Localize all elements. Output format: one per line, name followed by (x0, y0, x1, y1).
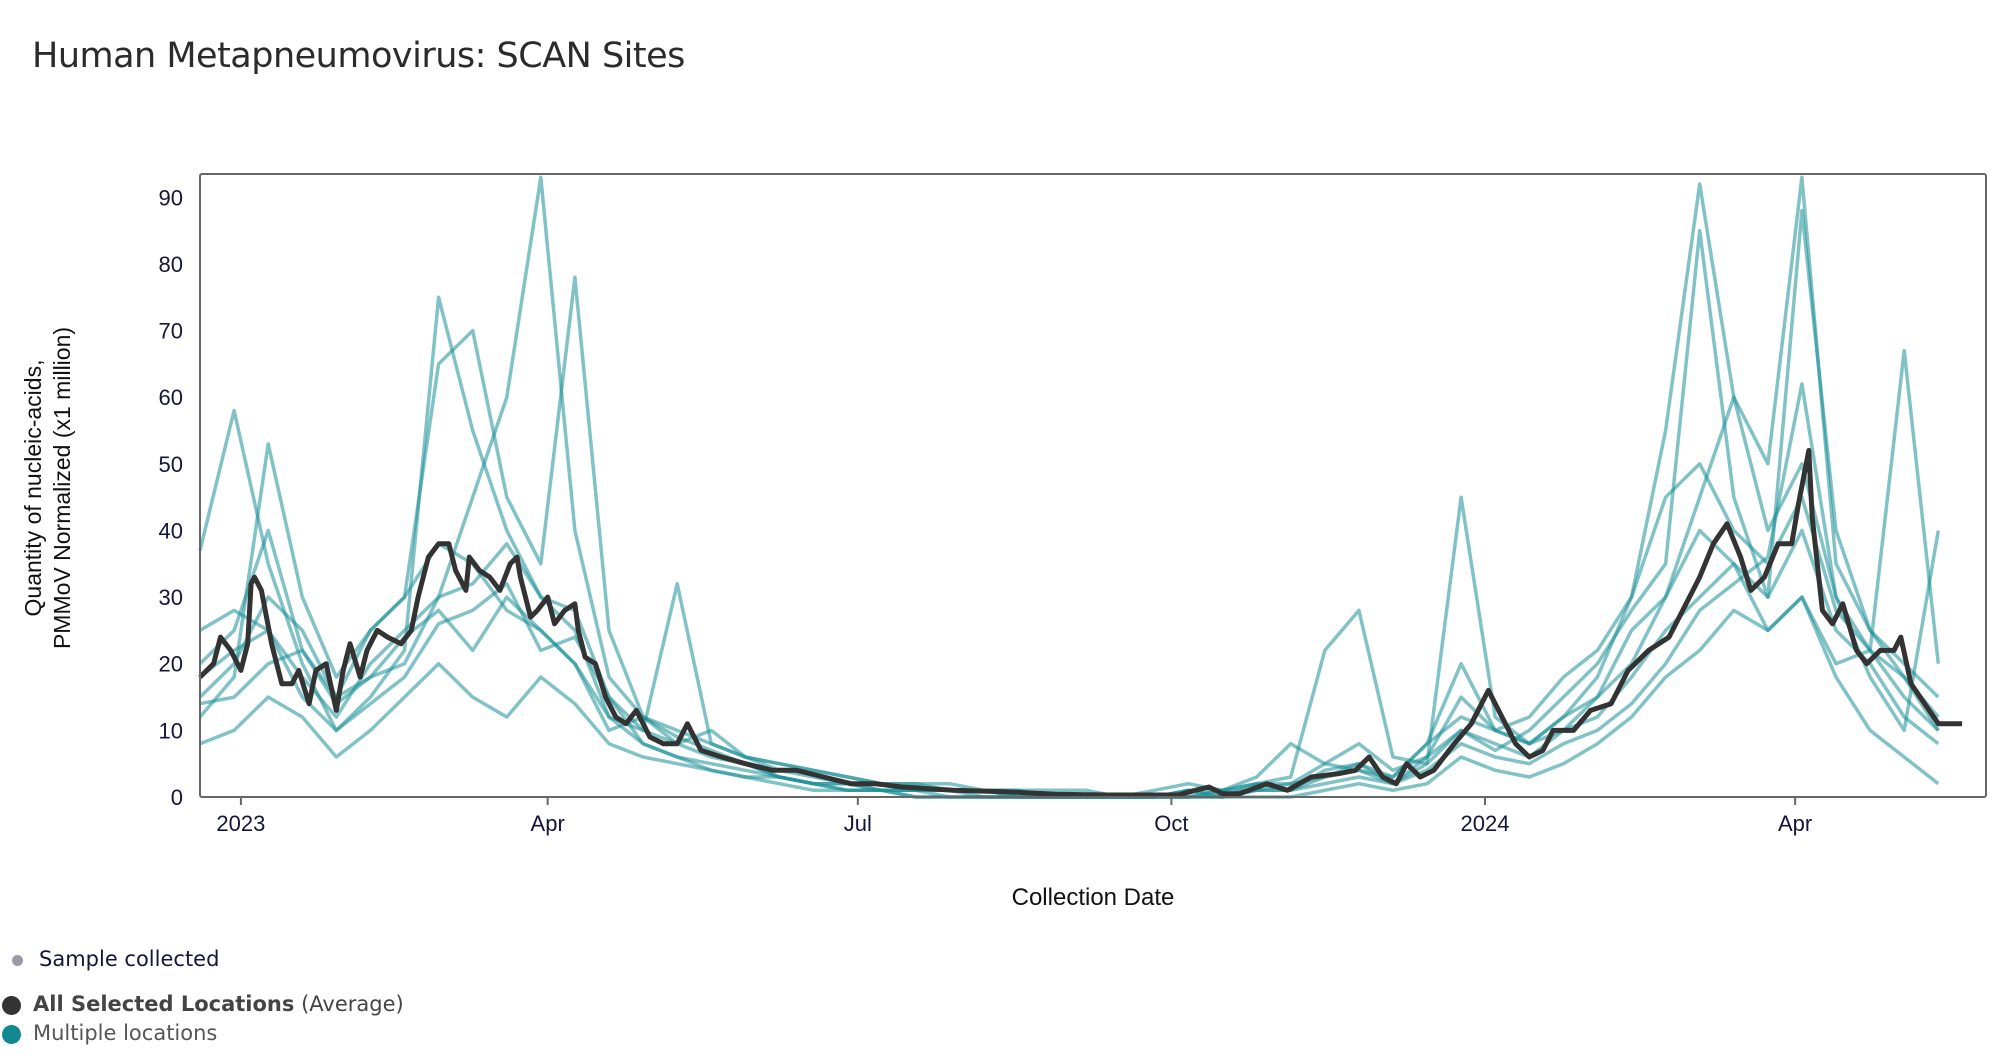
y-axis: 0 10 20 30 40 50 60 70 80 90 (159, 185, 183, 810)
y-tick-label: 60 (159, 385, 183, 410)
average-dot-icon (2, 995, 21, 1015)
x-tick-label: 2024 (1460, 811, 1509, 836)
x-tick-label: Apr (1778, 811, 1812, 836)
legend-sample-collected[interactable]: Sample collected (12, 947, 219, 971)
legend-sample-label: Sample collected (39, 947, 220, 971)
sites-dot-icon (2, 1024, 21, 1044)
y-tick-label: 40 (159, 518, 183, 543)
y-tick-label: 30 (159, 585, 183, 610)
site-lines (198, 175, 1941, 799)
y-axis-label-line2: PMMoV Normalized (x1 million) (49, 326, 75, 650)
legend-average[interactable]: All Selected Locations (Average) (2, 992, 404, 1016)
x-tick-label: Jul (844, 811, 872, 836)
plot-frame (199, 173, 1987, 798)
average-line[interactable] (198, 448, 1963, 798)
y-axis-label: Quantity of nucleic-acids, PMMoV Normali… (19, 327, 77, 649)
y-tick-label: 0 (171, 785, 183, 810)
site-line-3[interactable] (198, 208, 1940, 799)
legend-sites-label: Multiple locations (33, 1021, 218, 1045)
legend-average-suffix: (Average) (301, 992, 404, 1016)
average-line-layer (198, 448, 1963, 798)
x-tick-label: Apr (531, 811, 565, 836)
site-line-4[interactable] (199, 595, 1940, 799)
y-tick-label: 20 (159, 652, 183, 677)
y-tick-label: 90 (159, 185, 183, 210)
y-tick-label: 10 (159, 718, 183, 743)
y-tick-label: 50 (159, 452, 183, 477)
chart-title: Human Metapneumovirus: SCAN Sites (32, 36, 685, 76)
y-tick-label: 80 (159, 252, 183, 277)
x-tick-label: Oct (1154, 811, 1188, 836)
x-tick-label: 2023 (216, 811, 265, 836)
x-axis-label: Collection Date (1011, 884, 1175, 911)
site-line-2[interactable] (198, 182, 1940, 799)
y-axis-label-line1: Quantity of nucleic-acids, (20, 359, 46, 617)
legend-multiple-locations[interactable]: Multiple locations (2, 1021, 217, 1045)
y-tick-label: 70 (159, 319, 183, 344)
sample-dot-icon (12, 954, 23, 966)
legend-average-label: All Selected Locations (33, 992, 295, 1016)
site-line-6[interactable] (199, 462, 1940, 799)
x-axis: 2023 Apr Jul Oct 2024 Apr (216, 797, 1812, 836)
